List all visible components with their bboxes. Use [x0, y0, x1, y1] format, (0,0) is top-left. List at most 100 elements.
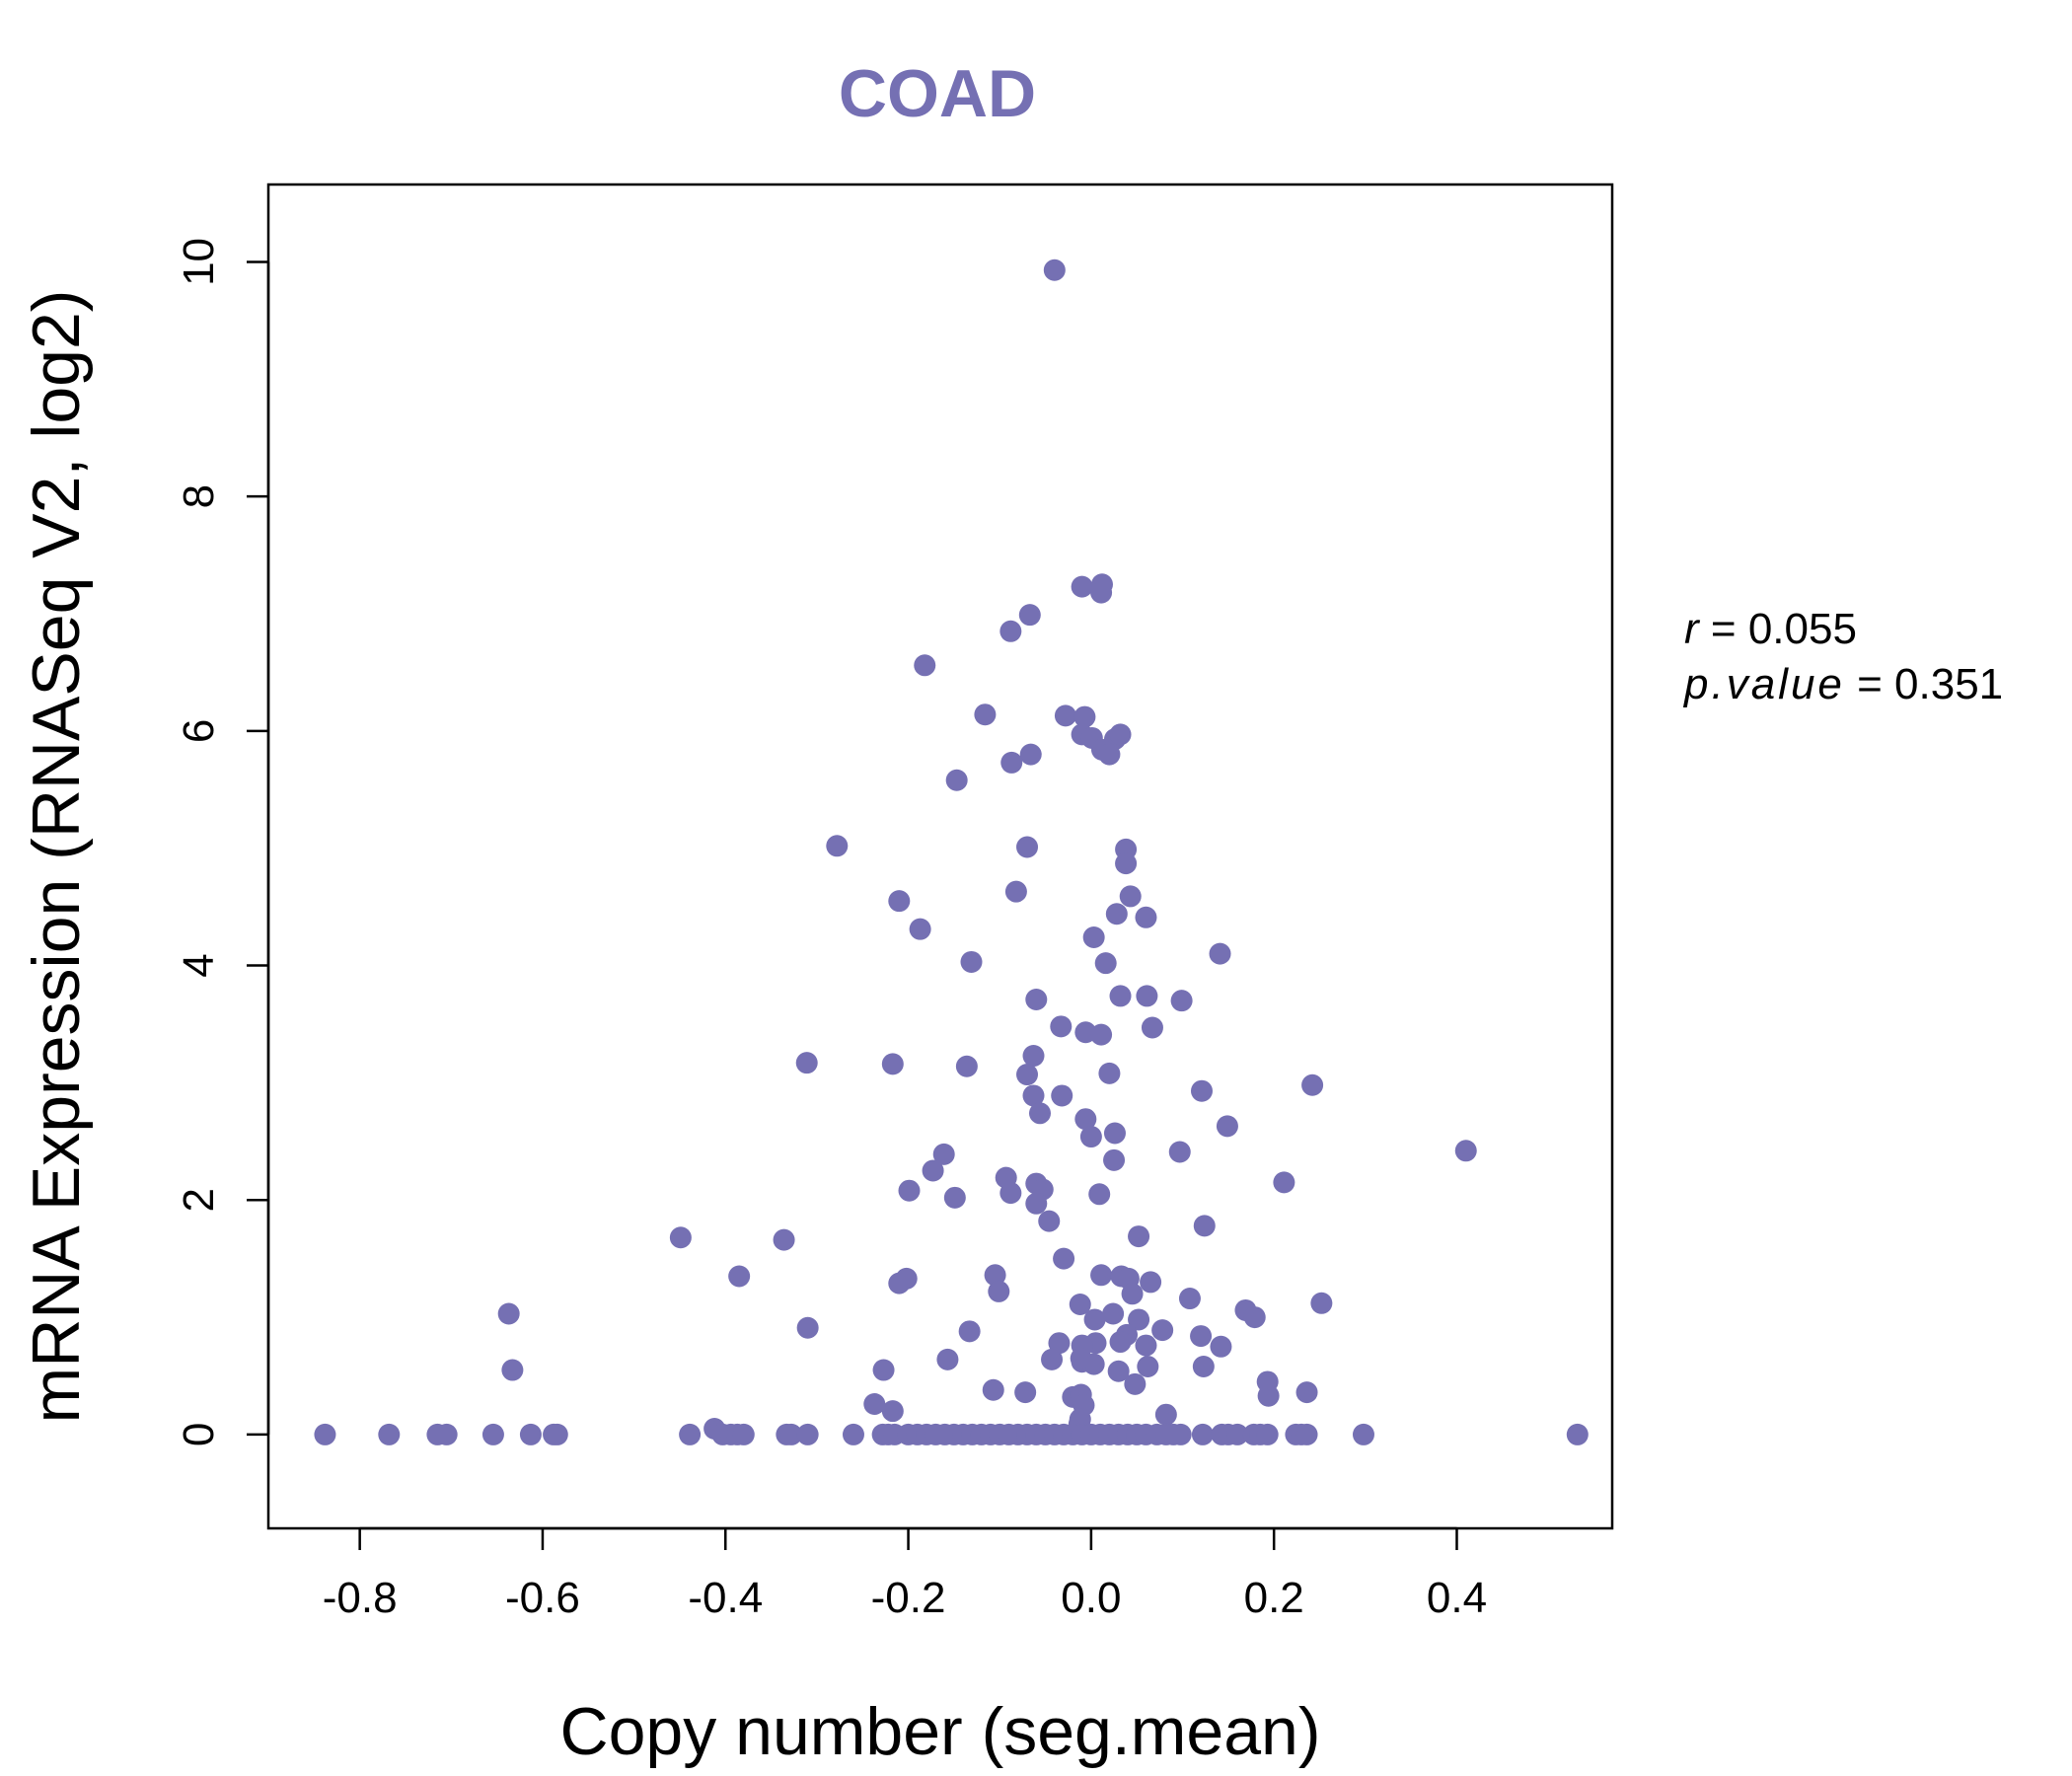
data-point [378, 1423, 401, 1445]
data-point [943, 1186, 966, 1209]
data-point [1025, 1192, 1048, 1215]
data-point [982, 1378, 1004, 1401]
x-tick-label: 0.2 [1244, 1574, 1304, 1622]
data-point [1192, 1355, 1215, 1377]
x-axis: -0.8 -0.6 -0.4 -0.2 0.0 0.2 0.4 [323, 1526, 1487, 1622]
data-point [1028, 1102, 1051, 1125]
data-point [922, 1159, 944, 1182]
data-point [1000, 751, 1023, 774]
data-point [1098, 743, 1121, 766]
data-point [1191, 1423, 1214, 1445]
data-point [1083, 1308, 1106, 1331]
y-axis: 0 2 4 6 8 10 [175, 238, 270, 1446]
r-label: r [1684, 605, 1701, 653]
data-point [728, 1265, 751, 1288]
data-point [1098, 1062, 1121, 1084]
data-point [955, 1055, 978, 1077]
data-point [999, 1182, 1022, 1205]
data-point [1256, 1423, 1279, 1445]
data-point [1016, 836, 1039, 858]
y-tick-label: 8 [175, 484, 223, 508]
data-point [732, 1423, 755, 1445]
y-axis-label: mRNA Expression (RNASeq V2, log2) [19, 290, 94, 1424]
data-point [881, 1400, 904, 1423]
data-point [1079, 1126, 1102, 1148]
data-point [1295, 1381, 1318, 1404]
plot-frame [266, 183, 1614, 1530]
data-point [1050, 1015, 1073, 1038]
r-equals: = [1699, 605, 1748, 653]
data-point [1107, 1360, 1130, 1382]
data-point [435, 1423, 458, 1445]
data-point [1051, 1084, 1073, 1107]
p-label: p.value [1682, 660, 1845, 708]
data-point [1069, 1294, 1091, 1315]
data-point [519, 1423, 542, 1445]
data-point [1088, 1183, 1111, 1206]
data-point [1136, 985, 1158, 1007]
data-point [1226, 1423, 1249, 1445]
data-point [1124, 1372, 1147, 1395]
data-point [1004, 880, 1027, 903]
y-tick-label: 0 [175, 1423, 223, 1446]
data-point [1053, 1247, 1075, 1270]
data-point [881, 1053, 904, 1075]
x-tick-label: -0.4 [688, 1574, 763, 1622]
data-point [1216, 1115, 1238, 1138]
data-point [1071, 575, 1093, 598]
p-value: 0.351 [1894, 660, 2003, 708]
data-point [1257, 1384, 1280, 1407]
data-point [1014, 1381, 1037, 1404]
y-tick-label: 4 [175, 953, 223, 977]
data-point [314, 1423, 336, 1445]
data-point [988, 1280, 1010, 1302]
data-point [1190, 1079, 1213, 1102]
data-point [1073, 705, 1096, 728]
data-point [984, 1264, 1006, 1287]
chart-title: COAD [839, 56, 1036, 131]
data-point [1135, 1334, 1157, 1357]
data-point [1168, 1141, 1191, 1163]
data-point [1109, 985, 1132, 1007]
data-point [936, 1348, 959, 1370]
data-point [1137, 1355, 1159, 1377]
data-point [1128, 1225, 1150, 1248]
data-point [999, 620, 1022, 642]
data-point [1109, 723, 1132, 746]
data-point [1119, 885, 1142, 908]
data-point [914, 654, 936, 677]
y-tick-label: 2 [175, 1188, 223, 1212]
data-point [945, 769, 968, 791]
data-point [932, 1143, 955, 1165]
x-tick-label: -0.2 [871, 1574, 946, 1622]
p-equals: = [1845, 660, 1894, 708]
data-point [1025, 988, 1048, 1010]
data-point [1301, 1073, 1324, 1096]
data-point [974, 703, 997, 726]
data-point [1209, 942, 1231, 965]
data-point [1070, 1347, 1092, 1369]
data-point [1019, 743, 1042, 766]
data-point [1105, 903, 1128, 925]
x-tick-label: 0.4 [1427, 1574, 1487, 1622]
data-point [1169, 1423, 1192, 1445]
data-point [1082, 926, 1105, 949]
data-point [773, 1228, 795, 1251]
data-point [872, 1359, 895, 1381]
data-point [1094, 952, 1117, 975]
data-point [669, 1226, 692, 1249]
data-point [1178, 1288, 1201, 1310]
data-point [1128, 1308, 1150, 1331]
y-tick-label: 6 [175, 719, 223, 743]
r-value: 0.055 [1748, 605, 1857, 653]
x-tick-label: 0.0 [1061, 1574, 1121, 1622]
data-point [1090, 1023, 1113, 1046]
data-point [1566, 1423, 1589, 1445]
p-annotation: p.value = 0.351 [1682, 660, 2003, 708]
data-point [1090, 1264, 1113, 1287]
data-point [497, 1302, 520, 1325]
data-point [1295, 1423, 1318, 1445]
data-point [826, 835, 849, 857]
data-point [888, 890, 911, 913]
